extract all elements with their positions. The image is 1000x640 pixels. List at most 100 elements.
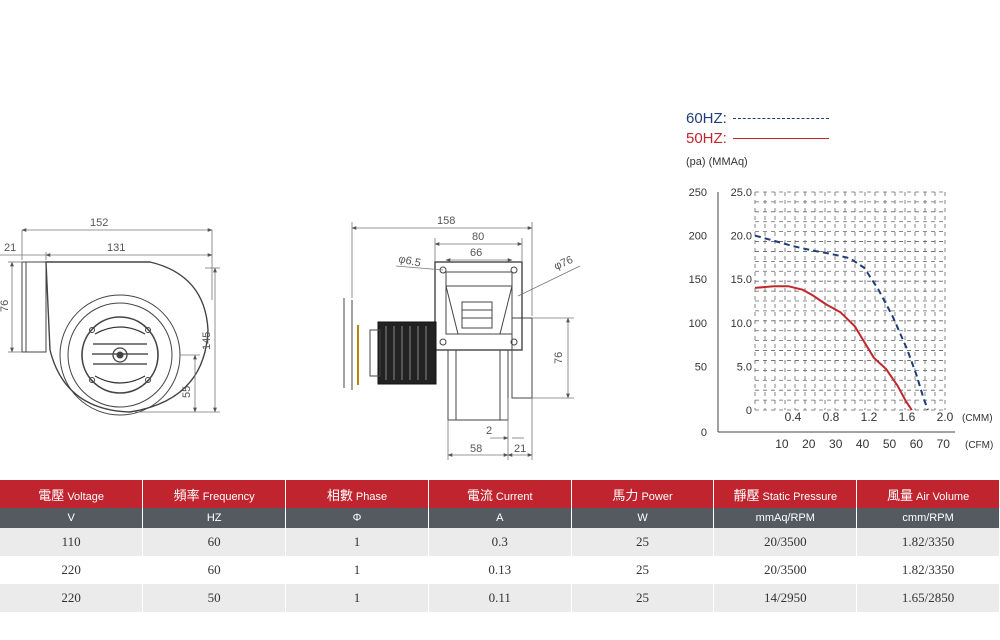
table-cell: 110 [0, 528, 144, 556]
legend-50hz: 50HZ: [686, 128, 856, 148]
x-tick-cfm: 20 [802, 437, 816, 451]
x-tick-cmm: 0.4 [785, 410, 802, 424]
table-cell: 20/3500 [713, 528, 858, 556]
header-en: Static Pressure [759, 490, 838, 503]
x-unit-cmm: (CMM) [962, 413, 993, 424]
spec-body: 110 60 1 0.3 25 20/3500 1.82/3350 220 60 1 0.13 25 2… [0, 528, 1000, 612]
header-cell: 電壓 Voltage [0, 480, 144, 508]
unit-cell: V [0, 508, 144, 528]
header-cn: 風量 [886, 487, 913, 503]
legend-60hz-label: 60HZ: [686, 109, 727, 127]
x-tick-cfm: 60 [910, 437, 924, 451]
y-tick-mmaq: 5.0 [737, 361, 752, 373]
series-line-50hz [754, 285, 913, 411]
side-view-dimensions: 152 21 131 76 145 55 [0, 217, 213, 398]
table-cell: 1.82/3350 [856, 556, 1000, 584]
unit-cell: mmAq/RPM [713, 508, 858, 528]
y-tick-pa: 200 [689, 231, 707, 243]
unit-cell: cmm/RPM [856, 508, 1000, 528]
legend-units: (pa) (MMAq) [686, 156, 748, 168]
unit-cell: W [571, 508, 715, 528]
x-tick-cfm: 30 [829, 437, 843, 451]
dim-58: 58 [470, 443, 482, 455]
table-cell: 50 [142, 584, 287, 612]
y-tick-mmaq: 25.0 [731, 187, 752, 199]
unit-cell: HZ [142, 508, 287, 528]
table-row: 220 60 1 0.13 25 20/3500 1.82/3350 [0, 556, 1000, 584]
table-cell: 14/2950 [713, 584, 858, 612]
spec-table: 電壓 Voltage 頻率 Frequency 相數 Phase 電流 Current… [0, 480, 1000, 612]
table-cell: 0.11 [428, 584, 572, 612]
y-tick-pa: 0 [701, 427, 707, 439]
dim-158: 158 [437, 215, 455, 227]
table-cell: 1.65/2850 [856, 584, 1000, 612]
header-cell: 馬力 Power [571, 480, 715, 508]
header-cn: 馬力 [612, 487, 639, 503]
table-cell: 25 [571, 528, 715, 556]
dim-21-front: 21 [514, 443, 526, 455]
header-cell: 風量 Air Volume [856, 480, 1000, 508]
header-cn: 頻率 [173, 487, 200, 503]
dim-66: 66 [470, 247, 482, 259]
header-cn: 相數 [326, 487, 353, 503]
table-cell: 0.13 [428, 556, 572, 584]
header-en: Current [492, 490, 533, 503]
header-cell: 頻率 Frequency [142, 480, 287, 508]
header-en: Voltage [64, 490, 105, 503]
y-tick-pa: 150 [689, 274, 707, 286]
header-en: Frequency [199, 490, 255, 503]
table-cell: 20/3500 [713, 556, 858, 584]
spec-header-row: 電壓 Voltage 頻率 Frequency 相數 Phase 電流 Current… [0, 480, 1000, 508]
header-cn: 電壓 [38, 487, 65, 503]
table-cell: 60 [142, 556, 287, 584]
table-cell: 0.3 [428, 528, 572, 556]
x-tick-cmm: 2.0 [937, 410, 954, 424]
y-tick-mmaq: 15.0 [731, 274, 752, 286]
legend-60hz-line [732, 117, 829, 119]
legend-50hz-label: 50HZ: [686, 129, 727, 147]
header-cell: 電流 Current [428, 480, 572, 508]
x-tick-cfm: 10 [775, 437, 789, 451]
header-en: Phase [352, 490, 388, 503]
x-tick-cmm: 0.8 [823, 410, 840, 424]
x-unit-cfm: (CFM) [965, 440, 993, 451]
header-cell: 靜壓 Static Pressure [713, 480, 858, 508]
series-line-60hz [754, 234, 929, 411]
y-tick-mmaq: 20.0 [731, 231, 752, 243]
unit-cell: Φ [285, 508, 429, 528]
dim-145: 145 [201, 332, 213, 350]
dim-152: 152 [90, 217, 108, 229]
header-cell: 相數 Phase [285, 480, 429, 508]
y-tick-mmaq: 10.0 [731, 318, 752, 330]
dim-131: 131 [107, 242, 125, 254]
table-cell: 25 [571, 556, 715, 584]
x-tick-cmm: 1.6 [899, 410, 916, 424]
dim-76: 76 [0, 300, 11, 312]
table-cell: 1 [285, 556, 429, 584]
table-cell: 220 [0, 584, 144, 612]
drawing-area: 152 21 131 76 145 55 [0, 187, 994, 460]
legend-60hz: 60HZ: [686, 108, 856, 128]
side-view-drawing [0, 228, 220, 416]
dim-80: 80 [472, 231, 484, 243]
table-cell: 1 [285, 584, 429, 612]
table-cell: 1 [285, 528, 429, 556]
y-tick-pa: 50 [695, 361, 707, 373]
table-row: 220 50 1 0.11 25 14/2950 1.65/2850 [0, 584, 1000, 612]
x-tick-cmm: 1.2 [861, 410, 878, 424]
x-tick-cfm: 50 [883, 437, 897, 451]
table-cell: 25 [571, 584, 715, 612]
y-tick-pa: 250 [689, 187, 707, 199]
legend-50hz-line [732, 137, 829, 139]
performance-chart: 0 5.0 10.0 15.0 20.0 25.0 0 50 100 150 200 250 0.4 0.… [689, 187, 994, 451]
y-tick-mmaq: 0 [746, 405, 752, 417]
dim-76-front: 76 [553, 352, 565, 364]
y-tick-pa: 100 [689, 318, 707, 330]
dim-hole: φ6.5 [397, 253, 421, 269]
dim-21: 21 [4, 242, 16, 254]
front-view-drawing [343, 222, 581, 460]
dim-2: 2 [486, 425, 492, 437]
header-en: Air Volume [912, 490, 970, 503]
x-tick-cfm: 40 [856, 437, 870, 451]
